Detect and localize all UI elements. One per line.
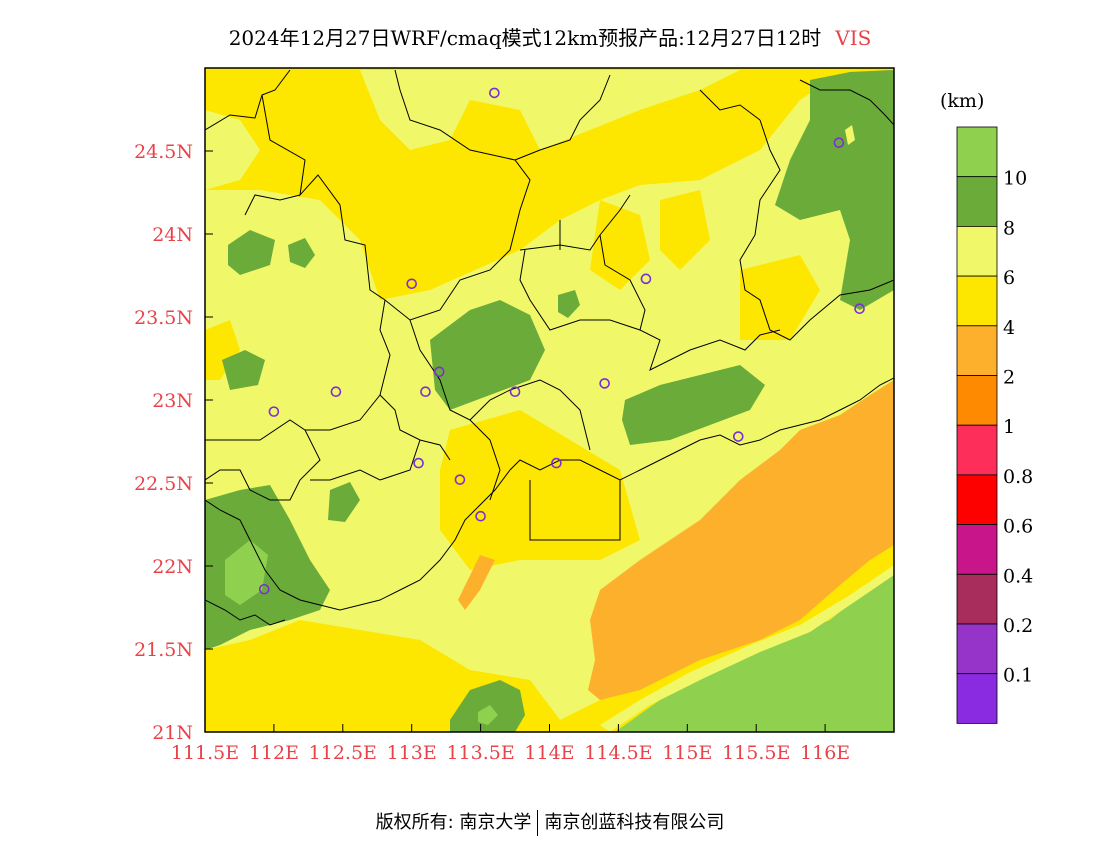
vis-region-6-8-west xyxy=(205,110,260,190)
colorbar-label: 1 xyxy=(1003,416,1015,438)
x-axis: 111.5E 112E 112.5E 113E 113.5E 114E 114.5E 115E… xyxy=(171,724,850,764)
colorbar-label: 0.8 xyxy=(1003,466,1033,488)
vis-region-8-10 xyxy=(558,290,580,318)
vis-patch-4-6 xyxy=(740,255,820,340)
footer-company: 南京创蓝科技有限公司 xyxy=(544,812,725,833)
station-marker xyxy=(599,378,610,389)
x-tick-label: 115E xyxy=(662,742,712,764)
colorbar-segment xyxy=(956,126,998,178)
footer-separator xyxy=(537,810,539,836)
colorbar-segment xyxy=(956,225,998,277)
colorbar-segment xyxy=(956,524,998,575)
colorbar-label: 0.4 xyxy=(1003,565,1033,587)
vis-region-8-10 xyxy=(328,482,360,522)
vis-region-8-10-southwest xyxy=(205,485,330,650)
colorbar-segment xyxy=(956,275,998,327)
y-tick-label: 22.5N xyxy=(134,473,193,495)
y-tick-label: 23.5N xyxy=(134,307,193,329)
vis-region-8-10 xyxy=(288,238,315,268)
colorbar-segment xyxy=(956,474,998,525)
vis-region-8-10-northeast xyxy=(775,70,894,310)
x-tick-label: 113E xyxy=(387,742,437,764)
vis-patch-6-8 xyxy=(845,125,855,145)
colorbar-segment xyxy=(956,424,998,476)
colorbar-label: 10 xyxy=(1003,168,1027,190)
station-marker xyxy=(413,457,424,469)
y-tick-label: 21N xyxy=(152,722,193,744)
station-marker xyxy=(551,457,562,469)
station-marker xyxy=(489,87,500,99)
x-tick-label: 116E xyxy=(800,742,850,764)
y-tick-label: 21.5N xyxy=(134,639,193,661)
vis-patch-4-6 xyxy=(660,190,710,270)
title-text: 2024年12月27日WRF/cmaq模式12km预报产品:12月27日12时 xyxy=(228,26,822,50)
colorbar-unit: (km) xyxy=(940,90,985,112)
x-tick-label: 115.5E xyxy=(722,742,790,764)
y-tick-label: 24.5N xyxy=(134,141,193,163)
y-tick-label: 22N xyxy=(152,556,193,578)
station-marker xyxy=(420,386,431,398)
title-variable: VIS xyxy=(835,26,872,50)
station-markers xyxy=(258,87,865,595)
vis-region-over-10 xyxy=(225,540,268,605)
vis-region-2-4 xyxy=(458,555,495,610)
colorbar-label: 0.6 xyxy=(1003,516,1033,538)
vis-region-6-8-north xyxy=(360,70,740,150)
vis-region-6-8-sea-edge xyxy=(600,565,894,732)
vis-region-over-10 xyxy=(478,705,498,725)
vis-region-over-10-sea xyxy=(615,570,894,732)
colorbar-label: 4 xyxy=(1003,317,1015,339)
x-tick-label: 113.5E xyxy=(446,742,514,764)
station-marker xyxy=(258,583,270,595)
colorbar-segment xyxy=(956,325,998,376)
station-marker xyxy=(509,386,521,398)
colorbar-label: 0.2 xyxy=(1003,615,1033,637)
coastline xyxy=(205,377,894,626)
x-tick-label: 114E xyxy=(524,742,574,764)
vis-patch-4-6-coast xyxy=(440,410,640,570)
map-title: 2024年12月27日WRF/cmaq模式12km预报产品:12月27日12时 V… xyxy=(0,22,1100,51)
colorbar-segment xyxy=(956,673,998,724)
station-marker xyxy=(406,278,418,290)
y-tick-label: 24N xyxy=(152,224,193,246)
vis-region-8-10 xyxy=(622,365,765,445)
vis-region-8-10 xyxy=(430,300,545,410)
x-tick-label: 112.5E xyxy=(309,742,377,764)
admin-boundaries xyxy=(205,69,894,501)
vis-patch-4-6 xyxy=(590,200,650,290)
y-tick-label: 23N xyxy=(152,390,193,412)
footer: 版权所有: 南京大学 南京创蓝科技有限公司 xyxy=(0,808,1100,836)
vis-region-2-4 xyxy=(588,380,894,700)
x-tick-label: 114.5E xyxy=(584,742,652,764)
station-marker xyxy=(640,273,652,285)
station-marker xyxy=(833,137,845,148)
vis-region-8-10 xyxy=(228,230,275,275)
station-marker xyxy=(475,510,486,522)
vis-region-8-10 xyxy=(222,350,265,390)
colorbar: 10 8 6 4 2 1 0.8 0.6 0.4 0.2 0.1 xyxy=(956,126,1033,724)
vis-region-8-10-south xyxy=(450,680,525,732)
station-marker xyxy=(268,406,280,417)
station-marker xyxy=(854,303,865,315)
y-axis: 24.5N 24N 23.5N 23N 22.5N 22N 21.5N 21N xyxy=(134,141,213,744)
colorbar-label: 6 xyxy=(1003,267,1015,289)
colorbar-segment xyxy=(956,573,998,625)
station-marker xyxy=(433,366,445,378)
station-marker xyxy=(330,386,342,398)
colorbar-label: 8 xyxy=(1003,217,1015,239)
x-tick-label: 111.5E xyxy=(171,742,239,764)
visibility-field xyxy=(205,68,894,732)
station-marker xyxy=(732,431,744,442)
colorbar-segment xyxy=(956,623,998,675)
footer-copyright: 版权所有: 南京大学 xyxy=(375,812,532,833)
colorbar-label: 0.1 xyxy=(1003,665,1033,687)
colorbar-segment xyxy=(956,176,998,227)
x-tick-label: 112E xyxy=(249,742,299,764)
colorbar-segment xyxy=(956,375,998,426)
vis-patch-4-6 xyxy=(205,320,240,380)
station-marker xyxy=(454,474,466,485)
colorbar-label: 2 xyxy=(1003,367,1015,389)
